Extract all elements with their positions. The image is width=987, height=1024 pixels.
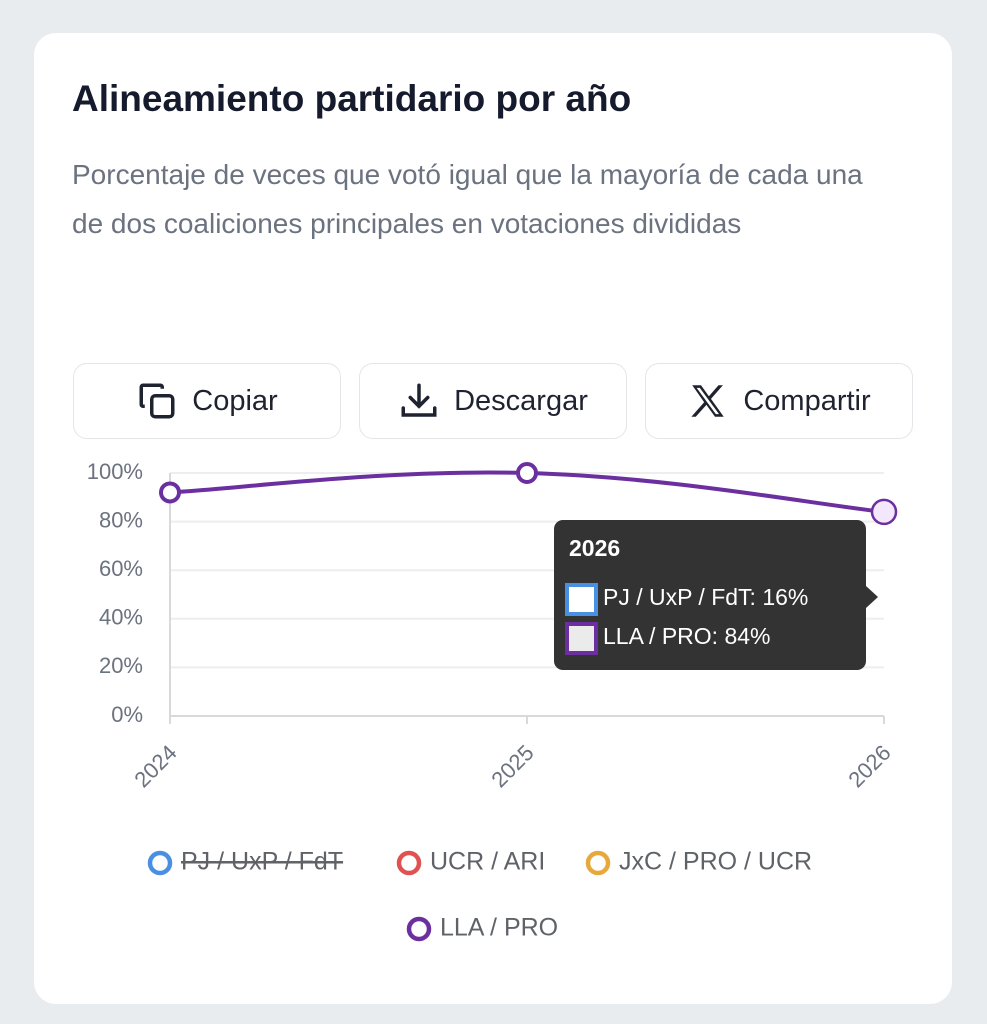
copy-icon <box>139 383 175 419</box>
title: Alineamiento partidario por año <box>72 78 632 119</box>
legend-label: LLA / PRO <box>440 914 558 942</box>
x-icon <box>691 385 725 417</box>
subtitle: Porcentaje de veces que votó igual que l… <box>72 159 863 239</box>
download-button[interactable]: Descargar <box>359 363 627 439</box>
y-tick-label: 60% <box>99 556 143 581</box>
legend-label: JxC / PRO / UCR <box>619 848 812 876</box>
tooltip-item: LLA / PRO: 84% <box>603 623 770 649</box>
copy-button[interactable]: Copiar <box>73 363 341 439</box>
legend-marker <box>396 850 422 876</box>
legend-label: PJ / UxP / FdT <box>181 848 343 876</box>
card <box>34 33 952 1004</box>
y-tick-label: 0% <box>111 702 143 727</box>
point <box>159 481 181 504</box>
legend-marker <box>147 850 173 876</box>
button-label: Descargar <box>454 384 588 417</box>
tooltip-title: 2026 <box>569 535 620 561</box>
tooltip-item: PJ / UxP / FdT: 16% <box>603 584 808 610</box>
tooltip-arrow <box>866 586 878 608</box>
x-tick-label: 2024 <box>129 740 181 792</box>
x-tick-label: 2026 <box>843 740 895 792</box>
x-tick-label: 2025 <box>486 740 538 792</box>
point <box>516 462 538 484</box>
legend-label: UCR / ARI <box>430 848 545 876</box>
y-tick-label: 40% <box>99 605 143 630</box>
y-tick-label: 20% <box>99 653 143 678</box>
legend-marker <box>585 850 611 876</box>
point <box>870 498 898 526</box>
legend-marker <box>406 916 432 942</box>
tooltip-swatch <box>565 622 598 655</box>
button-label: Copiar <box>192 384 278 417</box>
y-tick-label: 100% <box>87 459 143 484</box>
tooltip-swatch <box>565 583 598 616</box>
download-icon <box>401 383 437 417</box>
y-tick-label: 80% <box>99 507 143 532</box>
tooltip <box>554 520 866 670</box>
share-button[interactable]: Compartir <box>645 363 913 439</box>
button-label: Compartir <box>743 384 871 417</box>
